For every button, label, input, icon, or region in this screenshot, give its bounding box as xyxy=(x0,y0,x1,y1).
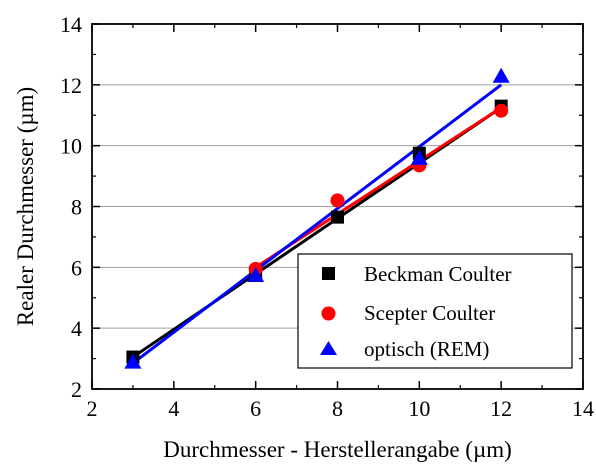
legend-label-optisch-rem: optisch (REM) xyxy=(364,337,489,361)
legend-marker-optisch-rem xyxy=(320,341,337,355)
x-tick-label: 8 xyxy=(332,396,343,421)
tick-labels: 2 4 6 8 10 12 14 2 4 6 8 10 12 14 xyxy=(60,12,594,421)
x-tick-label: 4 xyxy=(168,396,179,421)
legend-label-scepter-coulter: Scepter Coulter xyxy=(364,301,495,325)
y-axis-label: Realer Durchmesser (µm) xyxy=(13,87,38,326)
data-points xyxy=(124,67,510,369)
legend-marker-beckman-coulter xyxy=(322,267,335,280)
legend-label-beckman-coulter: Beckman Coulter xyxy=(364,262,512,286)
y-tick-label: 14 xyxy=(60,12,82,37)
x-axis-label: Durchmesser - Herstellerangabe (µm) xyxy=(163,437,512,462)
x-tick-label: 14 xyxy=(572,396,594,421)
legend-box xyxy=(297,253,573,369)
x-tick-label: 6 xyxy=(250,396,261,421)
data-point-optisch-rem xyxy=(124,353,142,369)
fit-line-optisch-rem xyxy=(132,83,503,365)
data-point-beckman-coulter xyxy=(331,210,344,224)
y-tick-label: 8 xyxy=(71,195,82,220)
y-tick-label: 10 xyxy=(60,134,82,159)
y-tick-label: 6 xyxy=(71,255,82,280)
data-point-scepter-coulter xyxy=(494,103,509,118)
data-point-scepter-coulter xyxy=(330,193,345,208)
data-point-optisch-rem xyxy=(247,266,265,282)
y-tick-label: 2 xyxy=(71,377,82,402)
legend-marker-scepter-coulter xyxy=(321,306,336,321)
y-tick-label: 4 xyxy=(71,316,82,341)
data-point-optisch-rem xyxy=(492,67,510,83)
legend: Beckman Coulter Scepter Coulter optisch … xyxy=(297,253,573,369)
data-point-optisch-rem xyxy=(410,149,428,165)
plot-frame xyxy=(91,23,584,390)
y-tick-label: 12 xyxy=(60,73,82,98)
fit-lines xyxy=(132,83,503,365)
x-tick-label: 12 xyxy=(490,396,512,421)
x-tick-label: 10 xyxy=(408,396,430,421)
x-tick-label: 2 xyxy=(87,396,98,421)
